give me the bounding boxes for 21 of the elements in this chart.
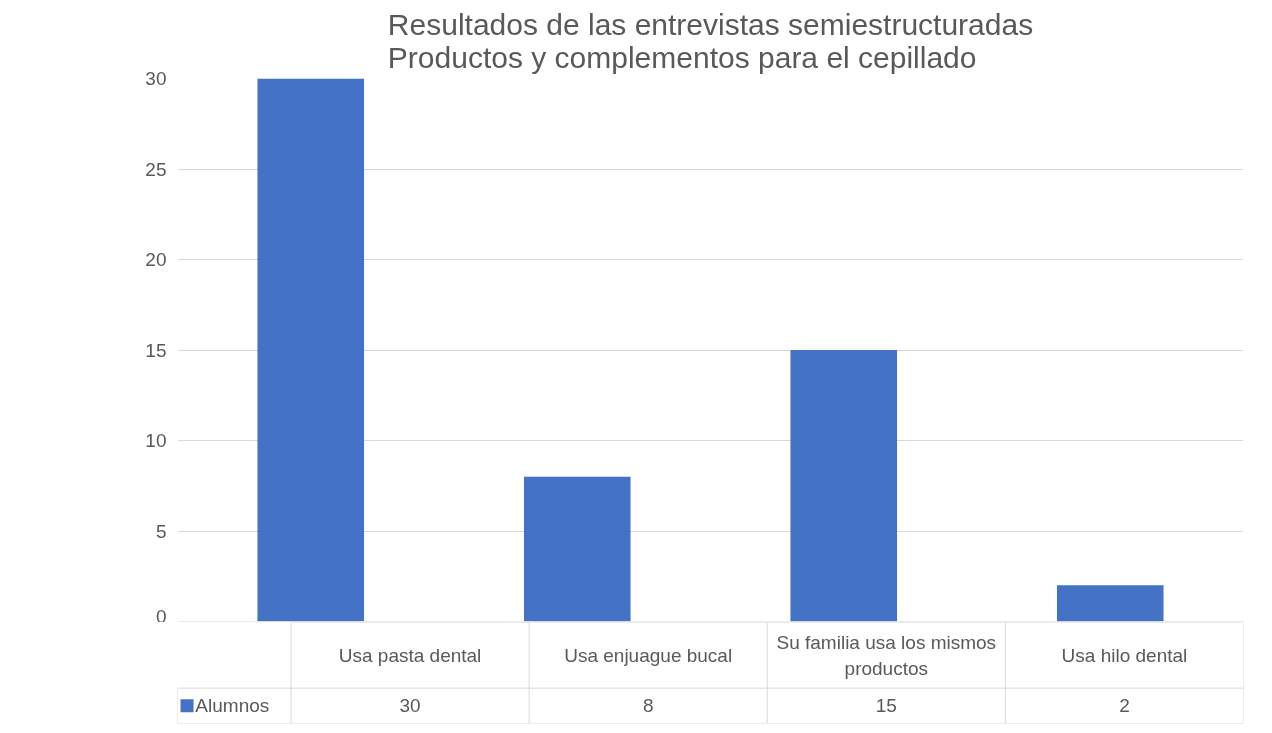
chart-title: Resultados de las entrevistas semiestructuradas Productos y complementos para el cepillado [387,7,1034,74]
x-tick-label: Usa hilo dental [1061,644,1188,666]
y-tick-label: 20 [145,249,167,270]
y-tick-label: 25 [145,158,167,180]
y-tick-label: 30 [145,68,167,89]
y-tick-label: 5 [155,520,167,542]
x-tick-label: Su familia usa los mismos productos [776,631,997,679]
y-tick-label: 15 [145,339,167,361]
data-label: 30 [399,695,421,717]
data-label: 15 [875,695,897,717]
bar [1056,585,1164,622]
bar [790,350,898,622]
legend-label: Alumnos [195,695,270,717]
x-tick-label: Usa pasta dental [338,644,482,666]
x-tick-label: Usa enjuague bucal [564,644,733,666]
y-tick-label: 10 [145,430,167,451]
y-tick-label: 0 [155,605,167,627]
data-label: 2 [1119,695,1130,717]
bar [523,476,631,622]
data-label: 8 [642,695,654,717]
bar [257,78,365,622]
